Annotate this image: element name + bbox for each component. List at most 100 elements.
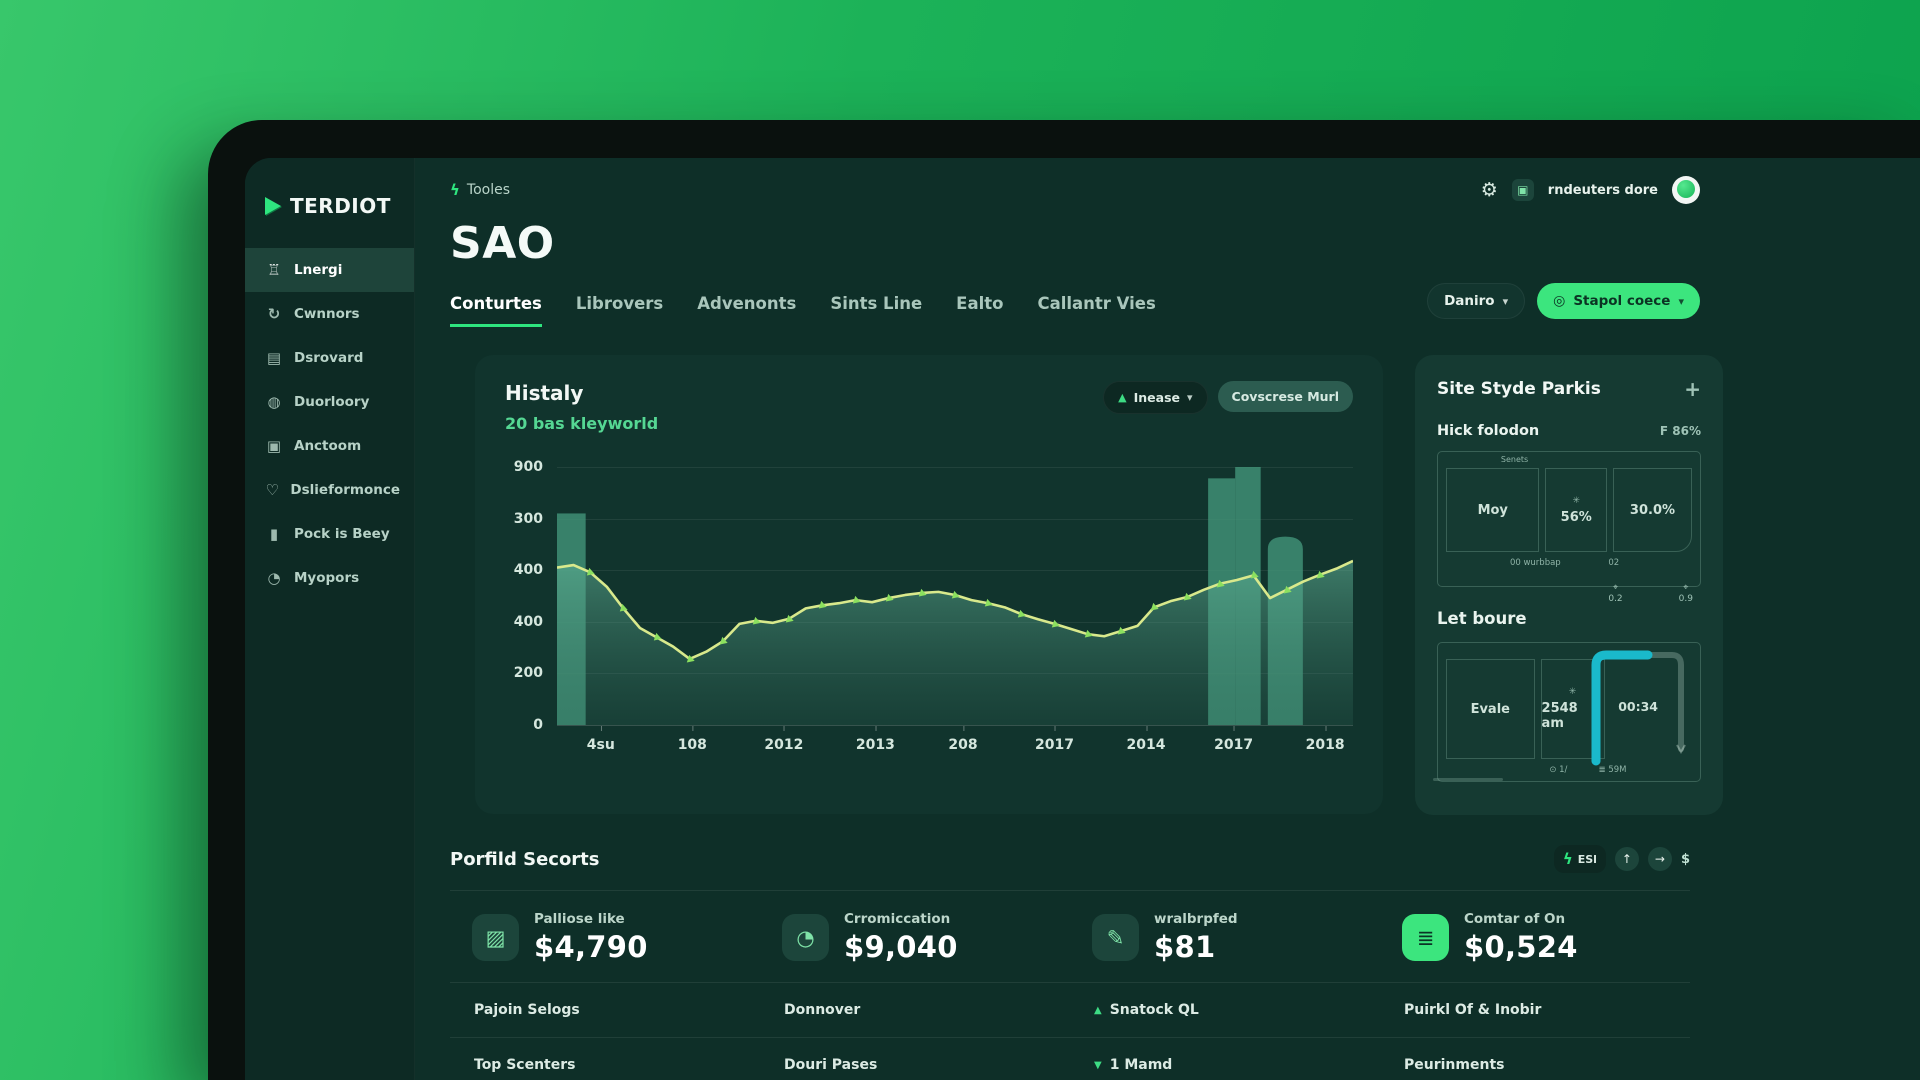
wire-footer-left: 00 wurbbap: [1509, 558, 1561, 568]
clock-icon: ◔: [267, 569, 281, 587]
wire-cell: Moy: [1446, 468, 1540, 552]
sidebar-item-lnergi[interactable]: ♖ Lnergi: [245, 248, 414, 292]
sidebar: TERDIOT ♖ Lnergi ↻ Cwnnors ▤ Dsrovard ◍ …: [245, 158, 415, 1080]
tab-callantr-vies[interactable]: Callantr Vies: [1037, 294, 1156, 313]
sidebar-item-label: Duorloory: [294, 394, 370, 410]
panel-title: Site Styde Parkis: [1437, 379, 1601, 399]
report-row-1[interactable]: Pajoin Selogs Donnover ▲ Snatock QL Puir…: [450, 983, 1690, 1037]
up-arrow-button[interactable]: ↑: [1614, 847, 1639, 871]
app-window: TERDIOT ♖ Lnergi ↻ Cwnnors ▤ Dsrovard ◍ …: [245, 158, 1920, 1080]
sidebar-item-dsrovard[interactable]: ▤ Dsrovard: [245, 336, 414, 380]
panel-scroll-hint: [1433, 778, 1503, 781]
stat-label: Palliose like: [534, 911, 625, 927]
esl-pill-button[interactable]: ϟ ESl: [1553, 845, 1606, 873]
x-tick: 4su: [586, 726, 615, 753]
y-tick: 200: [513, 665, 543, 682]
tab-sints-line[interactable]: Sints Line: [830, 294, 923, 313]
sidebar-item-anctoom[interactable]: ▣ Anctoom: [245, 424, 414, 468]
tab-librovers[interactable]: Librovers: [575, 294, 664, 313]
section-let-boure: Let boure: [1437, 609, 1701, 628]
main-area: ϟ Tooles ⚙ ▣ rndeuters dore SAO Conturte…: [415, 158, 1920, 1080]
gridline: [557, 725, 1353, 726]
wire-cell-value: Evale: [1470, 701, 1510, 717]
wire-cell: ✳ 56%: [1545, 468, 1607, 552]
gridline: [557, 518, 1353, 520]
report-cell: Douri Pases: [760, 1057, 1070, 1073]
sidebar-item-dslieformonce[interactable]: ♡ Dslieformonce: [245, 468, 414, 512]
pin-value: 0.9: [1678, 594, 1693, 604]
sidebar-nav: ♖ Lnergi ↻ Cwnnors ▤ Dsrovard ◍ Duorloor…: [245, 248, 414, 600]
report-row-2[interactable]: Top Scenters Douri Pases ▼ 1 Mamd Peurin…: [450, 1038, 1690, 1080]
dollar-icon[interactable]: $: [1680, 851, 1690, 867]
tab-advenonts[interactable]: Advenonts: [697, 294, 797, 313]
sidebar-item-duorloory[interactable]: ◍ Duorloory: [245, 380, 414, 424]
chevron-down-icon: ▾: [1187, 391, 1193, 404]
wire-footer-right: ≣ 59M: [1598, 765, 1627, 775]
report-cell: ▼ 1 Mamd: [1070, 1057, 1380, 1073]
cta-label: Stapol coece: [1573, 293, 1671, 309]
report-cell: Puirkl Of & Inobir: [1380, 1002, 1690, 1018]
refresh-icon: ↻: [267, 305, 281, 323]
avatar[interactable]: [1672, 176, 1700, 204]
tab-ealto[interactable]: Ealto: [956, 294, 1004, 313]
primary-cta-button[interactable]: ◎ Stapol coece ▾: [1537, 283, 1700, 319]
compare-button[interactable]: Covscrese Murl: [1217, 381, 1353, 412]
lock-icon: ▮: [269, 525, 279, 543]
sidebar-item-pock-is-beey[interactable]: ▮ Pock is Beey: [245, 512, 414, 556]
sidebar-item-myopors[interactable]: ◔ Myopors: [245, 556, 414, 600]
cell-text: Douri Pases: [784, 1057, 878, 1073]
trend-up-icon: ▲: [1118, 391, 1127, 404]
stat-label: Crromiccation: [844, 911, 951, 927]
section-label: Hick folodon: [1437, 423, 1540, 439]
tab-conturtes[interactable]: Conturtes: [450, 294, 542, 327]
area-line-chart: [557, 467, 1353, 725]
x-axis: 4su 108 2012 2013 208 2017 2014 2017 201…: [557, 726, 1353, 763]
trend-dropdown[interactable]: ▲ Inease ▾: [1103, 381, 1208, 414]
avatar-status-dot: [1677, 180, 1695, 198]
compare-label: Covscrese Murl: [1231, 389, 1339, 404]
chart-title: Histaly: [505, 381, 584, 405]
stat-label: wralbrpfed: [1154, 911, 1238, 927]
sidebar-item-label: Pock is Beey: [294, 526, 390, 542]
right-arrow-button[interactable]: →: [1647, 847, 1672, 871]
stat-value: $0,524: [1464, 930, 1578, 964]
chart-square-icon: ▨: [472, 914, 519, 961]
stat-label: Comtar of On: [1464, 911, 1566, 927]
route-time-value: 00:34: [1618, 699, 1658, 714]
wire-caption: Senets: [1500, 455, 1529, 464]
up-triangle-icon: ▲: [1094, 1004, 1102, 1016]
panel-header: Site Styde Parkis +: [1437, 377, 1701, 401]
user-cluster: ⚙ ▣ rndeuters dore: [1481, 176, 1700, 204]
filter-dropdown[interactable]: Daniro ▾: [1427, 283, 1526, 319]
reports-title: Porfild Secorts: [450, 848, 600, 870]
x-tick: 2013: [855, 726, 895, 753]
logo-text: TERDIOT: [290, 194, 391, 218]
sidebar-item-label: Dsrovard: [294, 350, 364, 366]
add-icon[interactable]: +: [1684, 377, 1701, 401]
line-markers: [557, 467, 1353, 725]
x-tick: 2017: [1035, 726, 1074, 753]
pin-value: 0.2: [1608, 594, 1623, 604]
section-hick-folodon: Hick folodon F 86%: [1437, 423, 1701, 439]
pen-icon: ✎: [1092, 914, 1139, 961]
chevron-down-icon: ▾: [1678, 294, 1684, 308]
gauge-icon: ◔: [782, 914, 829, 961]
workspace-badge-icon[interactable]: ▣: [1511, 179, 1534, 201]
sidebar-item-cwnnors[interactable]: ↻ Cwnnors: [245, 292, 414, 336]
divider: [450, 1037, 1690, 1038]
trend-label: Inease: [1133, 390, 1180, 405]
wire-cell: 30.0%: [1612, 468, 1692, 552]
list-icon: ≣: [1402, 914, 1449, 961]
sidebar-item-label: Lnergi: [294, 262, 343, 278]
chart-subtitle: 20 bas kleyworld: [505, 414, 659, 433]
reports-section: Porfild Secorts ϟ ESl ↑ → $ ▨: [415, 815, 1920, 1080]
breadcrumb[interactable]: ϟ Tooles: [450, 181, 510, 199]
y-tick: 300: [513, 510, 543, 527]
x-tick: 108: [677, 726, 707, 753]
reports-mini-controls: ϟ ESl ↑ → $: [1553, 845, 1690, 873]
gear-icon[interactable]: ⚙: [1480, 179, 1498, 201]
stat-card-comtar: ≣ Comtar of On $0,524: [1380, 911, 1690, 964]
pin-icon: ⌖: [1612, 583, 1619, 593]
user-name: rndeuters dore: [1547, 182, 1658, 198]
tab-bar: Conturtes Librovers Advenonts Sints Line…: [450, 294, 1156, 327]
